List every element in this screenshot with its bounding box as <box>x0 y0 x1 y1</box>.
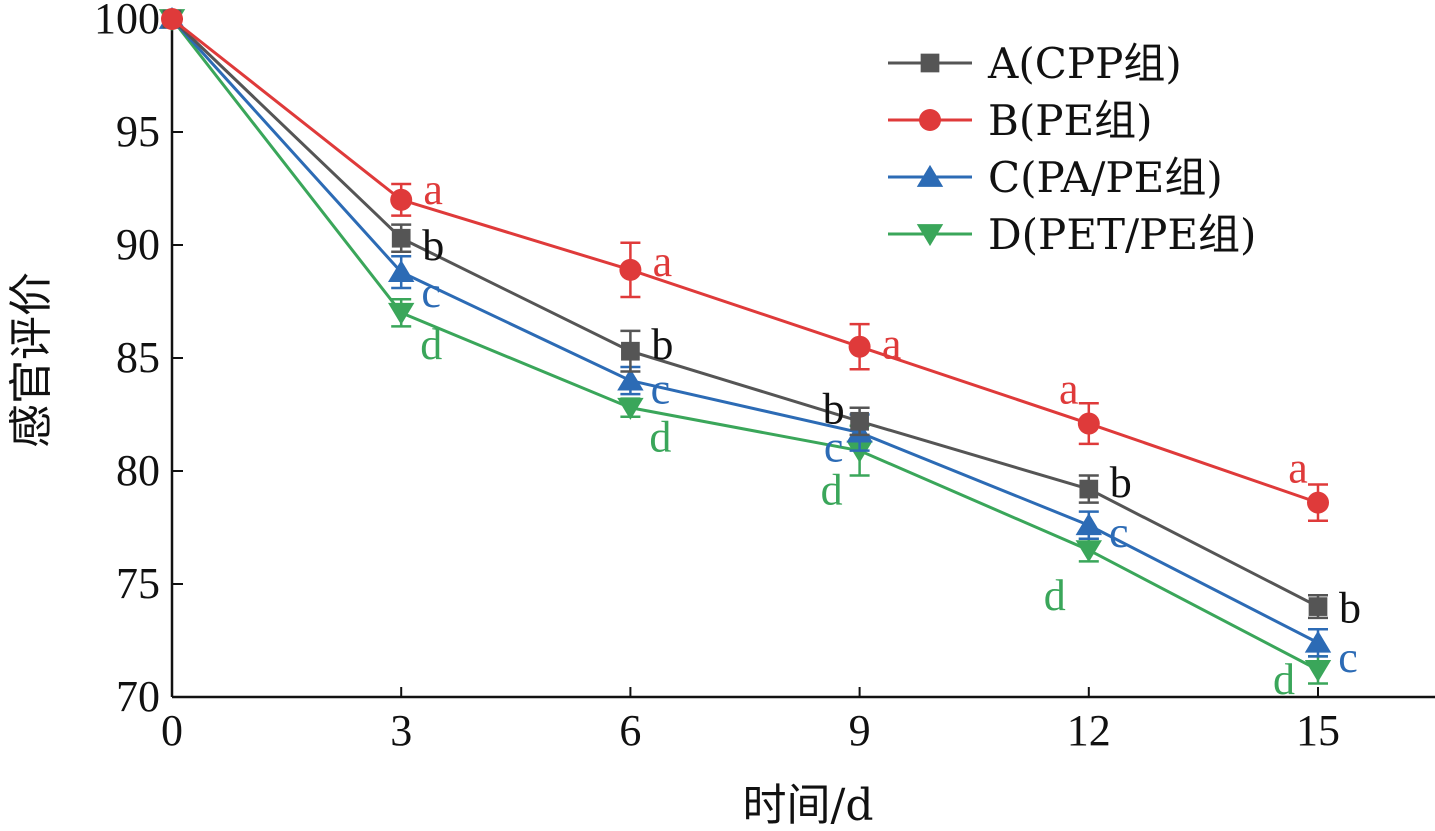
series-line <box>170 18 1319 672</box>
circle-marker <box>919 109 941 131</box>
y-tick-label: 85 <box>116 333 160 382</box>
triangle-up-marker <box>1304 630 1332 653</box>
legend-item: B(PE组) <box>888 96 1153 145</box>
significance-label: d <box>1273 655 1295 704</box>
y-axis-title: 感官评价 <box>6 272 57 448</box>
significance-label: c <box>651 365 671 414</box>
series-a: b b b b b <box>162 9 1361 633</box>
significance-label: a <box>653 237 673 286</box>
y-tick-label: 80 <box>116 446 160 495</box>
significance-label: b <box>1339 584 1361 633</box>
ticks: 0 3 6 9 12 15 70 75 80 85 90 95 100 <box>94 0 1340 755</box>
y-tick-label: 95 <box>116 107 160 156</box>
significance-label: d <box>1044 571 1066 620</box>
significance-label: c <box>1338 633 1358 682</box>
significance-label: b <box>1110 458 1132 507</box>
square-marker <box>920 53 940 73</box>
significance-label: b <box>823 384 845 433</box>
series-line <box>170 17 1319 608</box>
significance-label: c <box>1109 508 1129 557</box>
series-b: a a a a a <box>161 8 1329 522</box>
significance-label: a <box>1059 365 1079 414</box>
significance-label: c <box>824 423 844 472</box>
triangle-up-marker <box>1075 513 1102 536</box>
legend-label: C(PA/PE组) <box>988 153 1223 202</box>
x-tick-label: 12 <box>1067 706 1111 755</box>
y-tick-label: 70 <box>116 672 160 721</box>
y-tick-label: 100 <box>94 0 160 43</box>
y-tick-label: 90 <box>116 220 160 269</box>
square-marker <box>1079 479 1099 499</box>
significance-label: a <box>423 165 443 214</box>
legend-item: A(CPP组) <box>888 39 1182 88</box>
significance-label: b <box>651 320 673 369</box>
x-axis-title: 时间/d <box>743 780 874 831</box>
circle-marker <box>1077 412 1100 435</box>
significance-label: c <box>421 268 441 317</box>
triangle-down-marker <box>916 224 944 247</box>
circle-marker <box>161 8 183 30</box>
legend-item: C(PA/PE组) <box>888 153 1223 202</box>
square-marker <box>391 228 411 248</box>
y-tick-label: 75 <box>116 559 160 608</box>
significance-label: b <box>422 221 444 270</box>
x-tick-label: 15 <box>1296 706 1340 755</box>
legend: A(CPP组) B(PE组) C(PA/PE组) D(PET/PE组) <box>888 39 1256 259</box>
legend-label: D(PET/PE组) <box>988 210 1256 259</box>
triangle-down-marker <box>388 302 415 325</box>
circle-marker <box>619 258 642 281</box>
triangle-up-marker <box>617 368 644 391</box>
legend-label: A(CPP组) <box>987 39 1182 88</box>
triangle-up-marker <box>916 164 944 187</box>
significance-label: d <box>649 413 671 462</box>
x-tick-label: 0 <box>161 706 183 755</box>
series-c: c c c c c <box>158 6 1358 682</box>
significance-label: d <box>420 320 442 369</box>
series-line <box>170 17 1319 645</box>
legend-label: B(PE组) <box>988 96 1153 145</box>
x-tick-label: 6 <box>619 706 641 755</box>
square-marker <box>1308 597 1328 616</box>
series-d: d d d d d <box>158 9 1332 704</box>
triangle-down-marker <box>1075 540 1102 563</box>
axes <box>170 18 1435 699</box>
triangle-down-marker <box>617 397 644 420</box>
triangle-down-marker <box>1304 659 1332 682</box>
circle-marker <box>1307 491 1329 514</box>
x-tick-label: 3 <box>390 706 412 755</box>
legend-item: D(PET/PE组) <box>888 210 1256 259</box>
square-marker <box>850 411 869 431</box>
series-line <box>171 17 1319 505</box>
circle-marker <box>848 335 871 358</box>
x-tick-label: 9 <box>849 706 871 755</box>
significance-label: d <box>821 466 843 515</box>
significance-label: a <box>1288 444 1308 493</box>
square-marker <box>621 341 640 361</box>
triangle-up-marker <box>388 260 415 283</box>
circle-marker <box>390 188 413 211</box>
significance-label: a <box>882 320 902 369</box>
